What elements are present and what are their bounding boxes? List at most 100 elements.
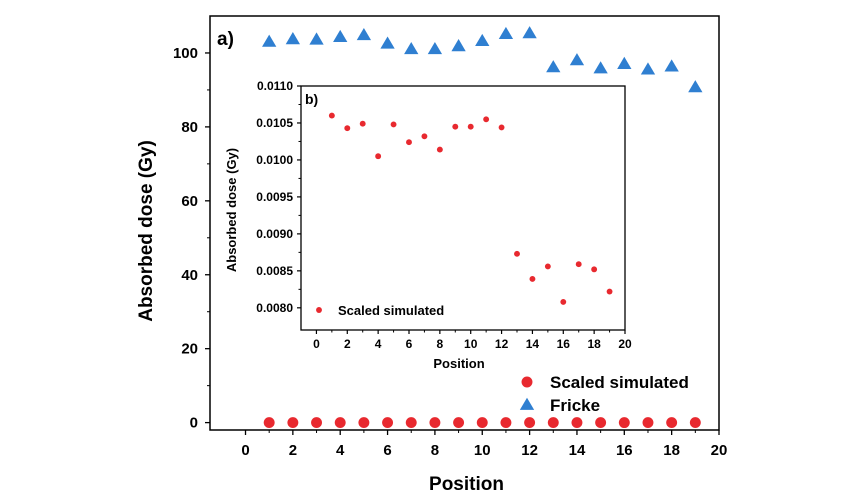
main-point-triangle: [593, 61, 608, 74]
main-point-circle: [618, 417, 630, 429]
main-point-triangle: [380, 36, 395, 49]
main-point-triangle: [640, 62, 656, 75]
inset-x-tick-label: 8: [437, 337, 444, 351]
inset-plot-frame: [300, 85, 626, 331]
inset-x-tick-label: 2: [344, 337, 351, 351]
inset-y-tick-label: 0.0090: [256, 227, 293, 241]
main-x-tick-label: 10: [474, 442, 491, 459]
main-y-tick-label: 40: [181, 267, 198, 284]
main-x-tick-label: 0: [241, 442, 249, 459]
main-x-tick-label: 4: [336, 442, 345, 459]
main-y-tick-label: 0: [190, 415, 198, 432]
inset-point-circle: [344, 125, 351, 132]
main-legend-label: Scaled simulated: [550, 373, 689, 392]
main-x-tick-label: 8: [431, 442, 439, 459]
main-point-circle: [358, 417, 370, 429]
main-point-triangle: [688, 80, 703, 93]
panel-label-b: b): [305, 91, 318, 107]
inset-point-circle: [452, 123, 459, 130]
main-point-triangle: [664, 59, 679, 72]
inset-point-circle: [591, 266, 598, 273]
main-x-tick-label: 20: [711, 442, 728, 459]
inset-x-tick-label: 18: [587, 337, 601, 351]
main-legend-marker-circle: [521, 376, 533, 388]
inset-y-tick-label: 0.0085: [256, 264, 293, 278]
main-x-tick-label: 6: [383, 442, 391, 459]
inset-point-circle: [544, 263, 551, 270]
main-point-circle: [311, 417, 322, 429]
main-point-circle: [263, 417, 275, 429]
main-point-circle: [476, 417, 488, 429]
inset-y-tick-label: 0.0110: [257, 79, 293, 93]
inset-point-circle: [390, 121, 397, 128]
inset-x-tick-label: 0: [313, 337, 320, 351]
panel-label-a: a): [217, 29, 234, 50]
inset-y-axis-title: Absorbed dose (Gy): [224, 148, 239, 272]
main-point-triangle: [356, 27, 372, 41]
main-legend-label: Fricke: [550, 396, 600, 415]
inset-x-tick-label: 20: [618, 337, 632, 351]
main-point-circle: [382, 417, 394, 429]
main-point-circle: [571, 417, 583, 429]
inset-x-tick-label: 10: [464, 337, 478, 351]
main-point-circle: [500, 417, 512, 429]
main-y-axis-title: Absorbed dose (Gy): [136, 140, 157, 322]
inset-point-circle: [560, 298, 567, 305]
main-y-tick-label: 20: [181, 341, 198, 358]
inset-point-circle: [498, 124, 505, 131]
main-legend-marker-triangle: [519, 397, 535, 410]
inset-x-tick-label: 14: [526, 337, 540, 351]
inset-x-tick-label: 12: [495, 337, 509, 351]
main-y-tick-label: 100: [173, 45, 198, 62]
main-point-circle: [453, 417, 465, 429]
main-point-circle: [287, 417, 299, 429]
main-point-triangle: [498, 26, 514, 40]
main-x-tick-label: 12: [521, 442, 538, 459]
main-point-triangle: [285, 32, 301, 45]
main-point-circle: [524, 417, 536, 429]
inset-point-circle: [575, 261, 582, 268]
main-point-triangle: [262, 34, 277, 47]
main-x-tick-label: 18: [663, 442, 680, 459]
main-x-tick-label: 16: [616, 442, 633, 459]
main-point-circle: [595, 417, 607, 429]
main-point-triangle: [617, 56, 632, 69]
inset-y-tick-label: 0.0100: [256, 153, 293, 167]
inset-point-circle: [529, 276, 536, 282]
main-point-circle: [689, 417, 701, 429]
inset-point-circle: [328, 112, 335, 119]
inset-legend-marker-circle: [316, 307, 322, 313]
main-point-triangle: [546, 60, 561, 73]
main-x-tick-label: 14: [569, 442, 586, 459]
inset-point-circle: [514, 250, 520, 257]
main-point-circle: [642, 417, 654, 429]
main-y-tick-label: 80: [181, 119, 198, 136]
inset-point-circle: [483, 116, 490, 123]
inset-x-tick-label: 4: [375, 337, 382, 351]
main-point-triangle: [404, 42, 419, 55]
inset-point-circle: [406, 139, 412, 146]
main-point-triangle: [569, 53, 585, 66]
main-point-triangle: [451, 39, 466, 52]
inset-point-circle: [436, 146, 443, 153]
main-point-triangle: [427, 42, 443, 55]
main-point-circle: [666, 417, 678, 429]
main-x-axis-title: Position: [429, 474, 504, 495]
inset-x-tick-label: 6: [406, 337, 413, 351]
main-point-triangle: [333, 29, 348, 42]
main-point-triangle: [522, 26, 537, 39]
main-y-tick-label: 60: [181, 193, 198, 210]
inset-x-tick-label: 16: [557, 337, 571, 351]
inset-point-circle: [606, 288, 613, 295]
main-point-circle: [429, 417, 441, 429]
inset-point-circle: [359, 120, 366, 127]
inset-point-circle: [375, 153, 382, 160]
main-point-circle: [547, 417, 559, 429]
main-x-tick-label: 2: [289, 442, 297, 459]
inset-point-circle: [421, 133, 428, 140]
main-point-circle: [405, 417, 417, 429]
main-point-triangle: [309, 32, 324, 45]
main-point-triangle: [475, 33, 490, 47]
main-plot-frame: [209, 15, 720, 431]
